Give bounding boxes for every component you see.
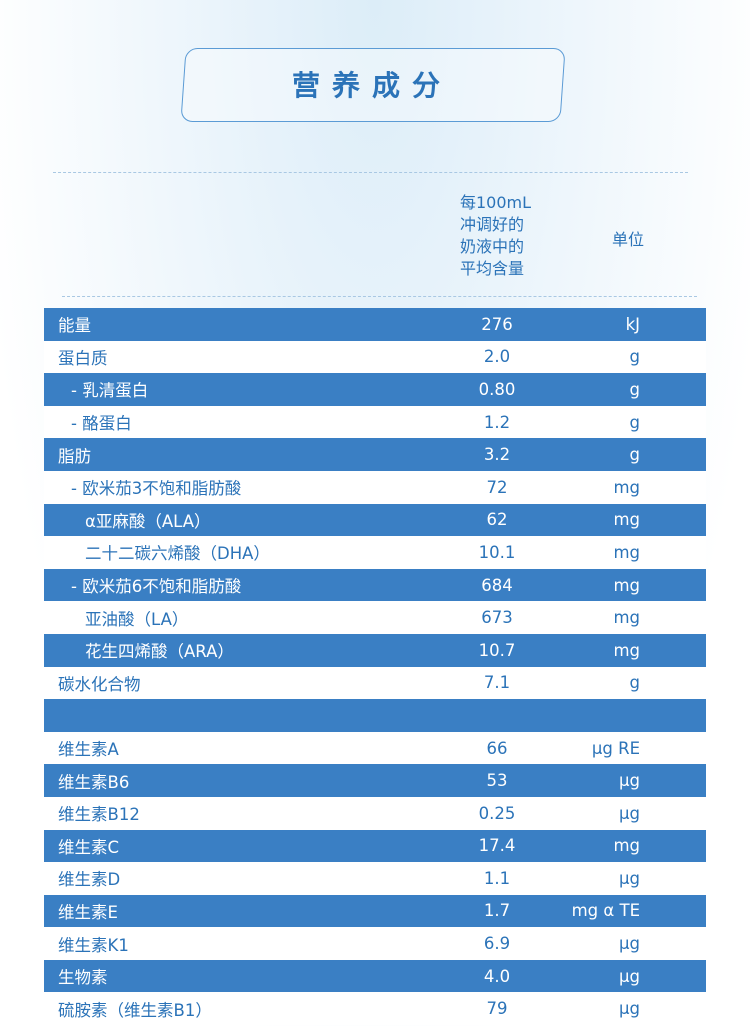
nutrient-unit: µg (619, 934, 640, 954)
nutrient-unit: µg (619, 771, 640, 791)
nutrient-value: 0.25 (478, 803, 516, 823)
nutrient-value: 6.9 (483, 934, 511, 954)
nutrient-name: 能量 (58, 316, 91, 336)
nutrient-unit: µg (619, 999, 640, 1019)
nutrient-value: 0.80 (478, 379, 516, 399)
nutrient-value: 53 (486, 771, 508, 791)
nutrient-value: 10.1 (478, 542, 516, 562)
nutrient-name: 维生素E (58, 902, 118, 922)
table-row: 花生四烯酸（ARA） 10.7 mg (44, 633, 706, 667)
nutrient-value: 72 (486, 477, 508, 497)
nutrient-value: 17.4 (478, 836, 516, 856)
header-amount-line: 冲调好的 (460, 215, 525, 234)
nutrient-name: - 乳清蛋白 (71, 381, 149, 401)
nutrient-name: 亚油酸（LA） (85, 609, 189, 629)
nutrient-value: 2.0 (483, 347, 511, 367)
nutrient-value: 1.7 (483, 901, 511, 921)
nutrient-value: 10.7 (478, 640, 516, 660)
table-row: 维生素K1 6.9 µg (44, 927, 706, 960)
header-unit: 单位 (612, 230, 645, 249)
nutrient-unit: mg (613, 575, 640, 595)
table-row: 蛋白质 2.0 g (44, 340, 706, 374)
nutrient-name: 花生四烯酸（ARA） (85, 642, 234, 662)
nutrient-unit: g (629, 347, 640, 367)
nutrient-name: 脂肪 (58, 446, 91, 466)
nutrient-name: α亚麻酸（ALA） (85, 511, 211, 531)
table-row: 维生素C 17.4 mg (44, 829, 706, 863)
nutrient-value: 1.2 (483, 412, 511, 432)
table-row: 维生素E 1.7 mg α TE (44, 894, 706, 928)
divider-top (53, 172, 688, 173)
table-row: 维生素A 66 µg RE (44, 731, 706, 765)
table-row: 二十二碳六烯酸（DHA） 10.1 mg (44, 536, 706, 569)
table-row: α亚麻酸（ALA） 62 mg (44, 503, 706, 537)
nutrient-name: - 酪蛋白 (71, 414, 132, 434)
nutrient-unit: µg (619, 868, 640, 888)
nutrient-value: 3.2 (483, 445, 511, 465)
table-row (44, 699, 706, 732)
table-row: 维生素B6 53 µg (44, 764, 706, 797)
nutrient-name: 生物素 (58, 968, 108, 988)
nutrient-unit: µg RE (591, 738, 640, 758)
nutrient-value: 276 (481, 314, 513, 334)
nutrient-name: 硫胺素（维生素B1） (58, 1000, 212, 1020)
divider-header (62, 296, 697, 297)
nutrient-name: 蛋白质 (58, 348, 108, 368)
nutrient-name: 维生素D (58, 870, 121, 890)
nutrient-value: 79 (486, 999, 508, 1019)
table-row: 亚油酸（LA） 673 mg (44, 601, 706, 634)
nutrient-unit: mg (613, 836, 640, 856)
nutrient-name: - 欧米茄3不饱和脂肪酸 (71, 479, 242, 499)
nutrient-name: 二十二碳六烯酸（DHA） (85, 544, 270, 564)
nutrient-unit: mg (613, 608, 640, 628)
nutrient-unit: kJ (625, 314, 640, 334)
table-row: 维生素D 1.1 µg (44, 862, 706, 895)
nutrient-value: 62 (486, 510, 508, 530)
header-amount: 每100mL 冲调好的 奶液中的 平均含量 (460, 192, 550, 280)
nutrient-name: 维生素B6 (58, 772, 130, 792)
nutrient-unit: µg (619, 966, 640, 986)
table-row: 碳水化合物 7.1 g (44, 666, 706, 700)
nutrient-name: 维生素B12 (58, 805, 140, 825)
nutrient-name: 维生素K1 (58, 935, 129, 955)
table-row: - 欧米茄3不饱和脂肪酸 72 mg (44, 470, 706, 504)
nutrient-unit: g (629, 412, 640, 432)
table-row: - 酪蛋白 1.2 g (44, 405, 706, 439)
nutrient-value: 4.0 (483, 966, 511, 986)
nutrient-value: 1.1 (483, 868, 511, 888)
header-amount-line: 奶液中的 (460, 237, 525, 256)
table-row: - 乳清蛋白 0.80 g (44, 373, 706, 406)
nutrient-name: 碳水化合物 (58, 674, 141, 694)
nutrient-unit: mg (613, 510, 640, 530)
nutrient-unit: g (629, 673, 640, 693)
header-amount-line: 平均含量 (460, 259, 525, 278)
nutrient-unit: mg (613, 477, 640, 497)
table-row: - 欧米茄6不饱和脂肪酸 684 mg (44, 568, 706, 602)
nutrient-value: 684 (481, 575, 513, 595)
table-row: 硫胺素（维生素B1） 79 µg (44, 992, 706, 1026)
nutrient-unit: mg (613, 542, 640, 562)
page-title: 营养成分 (291, 69, 452, 102)
nutrient-unit: g (629, 379, 640, 399)
nutrient-value: 673 (481, 608, 513, 628)
table-row: 脂肪 3.2 g (44, 438, 706, 471)
nutrition-table: 能量 276 kJ 蛋白质 2.0 g - 乳清蛋白 0.80 g - 酪蛋白 1.2 g 脂肪 3.2 g… (44, 308, 706, 1026)
nutrient-name: 维生素C (58, 837, 120, 857)
nutrient-unit: g (629, 445, 640, 465)
table-row: 能量 276 kJ (44, 308, 706, 341)
nutrient-value: 7.1 (483, 673, 511, 693)
nutrient-unit: mg (613, 640, 640, 660)
nutrient-name: 维生素A (58, 740, 119, 760)
table-row: 维生素B12 0.25 µg (44, 796, 706, 830)
header-amount-line: 每100mL (460, 193, 532, 212)
table-row: 生物素 4.0 µg (44, 959, 706, 993)
nutrient-unit: mg α TE (571, 901, 640, 921)
nutrient-unit: µg (619, 803, 640, 823)
nutrient-name: - 欧米茄6不饱和脂肪酸 (71, 577, 242, 597)
nutrient-value: 66 (486, 738, 508, 758)
